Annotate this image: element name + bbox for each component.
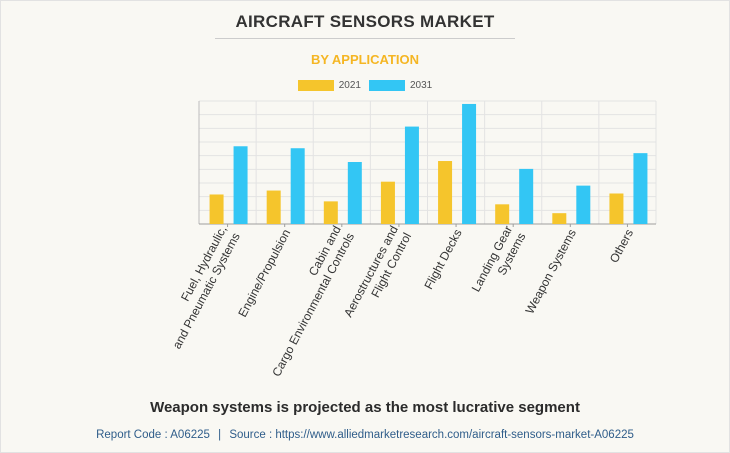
bar-2021-5 bbox=[495, 204, 510, 224]
bar-2021-6 bbox=[552, 213, 567, 224]
legend-item-2031: 2031 bbox=[369, 80, 432, 91]
x-tick-label-1: Engine/Propulsion bbox=[235, 227, 293, 320]
report-code: Report Code : A06225 bbox=[96, 429, 210, 441]
legend: 2021 2031 bbox=[0, 80, 730, 91]
source-link[interactable]: Source : https://www.alliedmarketresearc… bbox=[229, 429, 634, 441]
bar-2031-3 bbox=[404, 126, 419, 224]
bar-2021-3 bbox=[380, 181, 395, 224]
legend-swatch-2021 bbox=[297, 80, 334, 91]
footer-source: Report Code : A06225 | Source : https://… bbox=[0, 429, 730, 441]
bar-2021-1 bbox=[266, 190, 281, 224]
legend-swatch-2031 bbox=[369, 80, 405, 91]
footer-separator: | bbox=[218, 429, 222, 441]
legend-item-2021: 2021 bbox=[297, 80, 361, 91]
bar-2021-2 bbox=[323, 201, 338, 224]
bar-2031-1 bbox=[290, 148, 305, 224]
title-divider bbox=[215, 38, 515, 39]
bar-2031-4 bbox=[462, 103, 477, 224]
x-tick-label-6: Weapon Systems bbox=[523, 227, 579, 316]
chart-headline: Weapon systems is projected as the most … bbox=[150, 399, 580, 416]
legend-label-2031: 2031 bbox=[410, 80, 433, 91]
bar-chart: Fuel, Hydraulic,and Pneumatic SystemsEng… bbox=[156, 100, 657, 379]
x-tick-label-4: Flight Decks bbox=[421, 227, 464, 292]
x-tick-label-7: Others bbox=[607, 227, 636, 265]
chart-subtitle: BY APPLICATION bbox=[310, 52, 420, 67]
bar-2021-7 bbox=[609, 193, 624, 224]
legend-label-2021: 2021 bbox=[338, 80, 361, 91]
bar-2021-4 bbox=[438, 161, 453, 224]
bar-2031-0 bbox=[233, 146, 248, 224]
x-tick-label-0: Fuel, Hydraulic,and Pneumatic Systems bbox=[156, 223, 242, 351]
bar-2021-0 bbox=[209, 194, 224, 224]
bar-2031-6 bbox=[576, 185, 591, 224]
bar-2031-2 bbox=[347, 162, 362, 224]
x-tick-label-5: Landing GearSystems bbox=[469, 223, 529, 301]
chart-title: AIRCRAFT SENSORS MARKET bbox=[235, 12, 495, 31]
bar-2031-5 bbox=[519, 168, 534, 224]
bar-2031-7 bbox=[633, 153, 648, 224]
